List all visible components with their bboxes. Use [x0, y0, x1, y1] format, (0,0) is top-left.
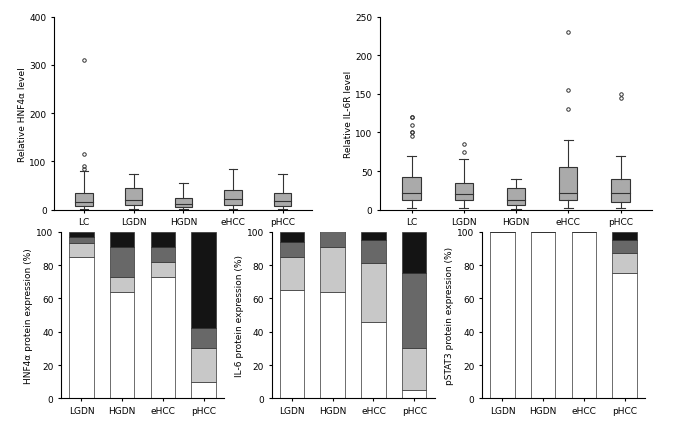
Bar [110, 292, 134, 399]
Bar [280, 242, 304, 257]
Bar [402, 349, 426, 390]
Bar [531, 232, 555, 399]
Bar [191, 349, 216, 382]
Bar [320, 247, 345, 292]
Bar [361, 240, 386, 264]
Bar [572, 232, 596, 399]
Bar [151, 247, 175, 262]
Y-axis label: IL-6 protein expression (%): IL-6 protein expression (%) [235, 254, 244, 376]
Bar [69, 244, 94, 257]
Bar [110, 247, 134, 277]
FancyBboxPatch shape [224, 191, 242, 205]
FancyBboxPatch shape [507, 189, 525, 205]
Y-axis label: HNF4α protein expression (%): HNF4α protein expression (%) [24, 247, 33, 383]
Bar [490, 232, 515, 399]
Bar [402, 274, 426, 349]
Bar [280, 232, 304, 242]
Bar [110, 277, 134, 292]
Bar [402, 390, 426, 399]
Bar [612, 232, 637, 240]
Bar [320, 292, 345, 399]
Bar [402, 232, 426, 274]
Bar [361, 322, 386, 399]
Bar [69, 232, 94, 237]
FancyBboxPatch shape [403, 178, 421, 201]
Bar [612, 254, 637, 274]
Bar [191, 232, 216, 328]
FancyBboxPatch shape [274, 194, 291, 206]
Bar [69, 237, 94, 244]
FancyBboxPatch shape [559, 168, 577, 201]
Y-axis label: Relative IL-6R level: Relative IL-6R level [344, 71, 352, 157]
Bar [612, 240, 637, 254]
Bar [69, 257, 94, 399]
Bar [191, 328, 216, 349]
Bar [320, 217, 345, 247]
Bar [361, 232, 386, 240]
Bar [320, 202, 345, 217]
Bar [110, 232, 134, 247]
Y-axis label: pSTAT3 protein expression (%): pSTAT3 protein expression (%) [445, 247, 454, 384]
Y-axis label: Relative HNF4α level: Relative HNF4α level [18, 67, 26, 161]
FancyBboxPatch shape [611, 180, 629, 202]
FancyBboxPatch shape [125, 188, 143, 205]
Bar [151, 277, 175, 399]
Bar [151, 262, 175, 277]
FancyBboxPatch shape [75, 194, 93, 206]
Bar [280, 290, 304, 399]
Bar [151, 232, 175, 247]
FancyBboxPatch shape [175, 198, 192, 207]
Bar [612, 274, 637, 399]
Bar [280, 257, 304, 290]
Bar [191, 382, 216, 399]
Bar [361, 264, 386, 322]
FancyBboxPatch shape [455, 183, 473, 201]
